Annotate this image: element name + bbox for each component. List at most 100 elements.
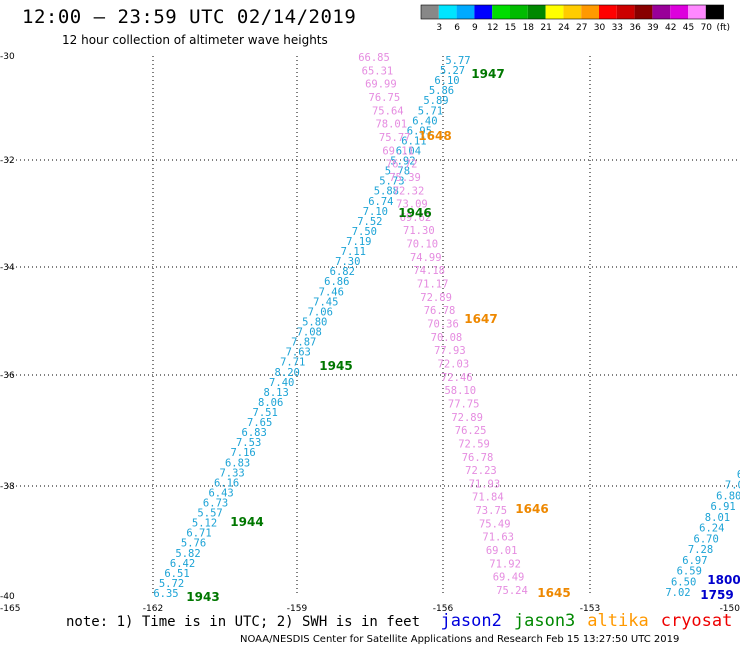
wave-height-value: 69.01 [486, 545, 518, 557]
pass-time-label: 1944 [230, 515, 263, 529]
longitude-label: -159 [287, 604, 308, 614]
legend-label: 12 [487, 23, 498, 33]
wave-height-value: 6.11 [401, 135, 426, 147]
wave-height-value: 7.45 [313, 296, 338, 308]
wave-height-value: 76.75 [369, 92, 401, 104]
pass-time-label: 1800 [707, 573, 740, 587]
wave-height-value: 76.72 [386, 159, 418, 171]
page-title: 12:00 — 23:59 UTC 02/14/2019 [22, 6, 357, 28]
wave-height-value: 7.50 [352, 226, 377, 238]
note-line: note: 1) Time is in UTC; 2) SWH is in fe… [66, 611, 740, 631]
longitude-label: -165 [0, 604, 20, 614]
legend-swatch [492, 5, 510, 19]
legend-label: 42 [665, 23, 676, 33]
wave-height-value: 7.06 [308, 306, 333, 318]
wave-height-value: 6.04 [396, 146, 421, 158]
legend-swatch [438, 5, 457, 19]
wave-height-value: 69.11 [382, 145, 414, 157]
legend-label: 18 [523, 23, 535, 33]
wave-height-value: 71.92 [489, 558, 521, 570]
latitude-label: -32 [0, 156, 15, 166]
legend-swatch [634, 5, 653, 19]
wave-height-value: 6.83 [225, 457, 250, 469]
wave-height-value: 7.87 [291, 337, 316, 349]
wave-height-value: 7.46 [319, 286, 344, 298]
pass-time-label: 1943 [186, 590, 219, 604]
pass-time-label: 1647 [464, 312, 497, 326]
wave-height-value: 6.70 [694, 533, 719, 545]
wave-height-value: 72.89 [451, 412, 483, 424]
legend-swatch [527, 5, 546, 19]
wave-height-value: 6.10 [434, 75, 459, 87]
wave-height-value: 71.63 [482, 532, 514, 544]
wave-height-value: 5.27 [440, 65, 465, 77]
wave-height-value: 66.85 [358, 52, 390, 64]
wave-height-value: 7.65 [247, 417, 272, 429]
wave-height-value: 6.97 [682, 555, 707, 567]
wave-height-value: 7.52 [357, 216, 382, 228]
wave-height-value: 77.93 [434, 345, 466, 357]
wave-height-value: 5.71 [418, 105, 443, 117]
wave-height-value: 6.80 [716, 490, 740, 502]
time-labels: 1947 1648 1946 1647 1945 1646 1944 1645 1943 1800… [186, 67, 740, 604]
wave-height-value: 72.89 [420, 292, 452, 304]
wave-height-value: 8.13 [264, 387, 289, 399]
wave-height-value: 58.10 [444, 385, 476, 397]
wave-height-value: 5.73 [379, 176, 404, 188]
pass-time-label: 1946 [398, 206, 431, 220]
wave-height-value: 75.77 [379, 132, 411, 144]
latitude-label: -40 [0, 592, 15, 602]
wave-height-value: 5.12 [192, 518, 217, 530]
wave-height-value: 75.64 [372, 105, 404, 117]
wave-height-value: 78.01 [375, 119, 407, 131]
satellite-key: jason2jason3altikacryosats3a [428, 611, 740, 631]
pass-time-label: 1945 [319, 359, 352, 373]
wave-height-value: 7.51 [253, 407, 278, 419]
wave-height-value: 7.10 [363, 206, 388, 218]
wave-height-value: 6.82 [330, 266, 355, 278]
wave-height-value: 73.09 [396, 199, 428, 211]
note-text: note: 1) Time is in UTC; 2) SWH is in fe… [66, 614, 421, 630]
wave-height-value: 5.89 [423, 95, 448, 107]
wave-height-value: 77.75 [448, 398, 480, 410]
wave-height-value: 72.59 [458, 438, 490, 450]
legend-swatch [563, 5, 582, 19]
wave-height-value: 6.24 [699, 523, 724, 535]
legend-swatch [688, 5, 706, 19]
legend-label: 3 [436, 23, 442, 33]
wave-height-value: 6.43 [208, 487, 233, 499]
satellite-name-altika: altika [587, 611, 649, 631]
color-legend: 3 6 9 12 15 18 21 24 27 30 33 36 39 42 45 70 (ft) [420, 4, 730, 33]
wave-height-value: 70.10 [406, 239, 438, 251]
wave-height-value: 7.0 [725, 480, 740, 492]
legend-swatch [652, 5, 671, 19]
wave-height-value: 5.92 [390, 156, 415, 168]
wave-height-value: 6.91 [710, 501, 735, 513]
longitude-label: -162 [143, 604, 163, 614]
legend-label: 21 [540, 23, 551, 33]
wave-height-value: 72.46 [441, 372, 473, 384]
wave-height-value: 6.42 [170, 558, 195, 570]
wave-height-value: 69.62 [400, 212, 432, 224]
wave-height-value: 7.28 [688, 544, 713, 556]
latitude-label: -36 [0, 371, 15, 381]
satellite-name-cryosat: cryosat [660, 611, 733, 631]
wave-height-value: 5.88 [374, 186, 399, 198]
pass-time-label: 1648 [418, 129, 451, 143]
pass-time-label: 1759 [700, 588, 733, 602]
wave-height-value: 71.84 [472, 492, 504, 504]
wave-height-value: 75.39 [389, 172, 421, 184]
longitude-label: -156 [433, 604, 454, 614]
legend-swatch [581, 5, 599, 19]
wave-height-value: 8.20 [275, 367, 300, 379]
wave-height-value: 71.30 [403, 225, 435, 237]
page-subtitle: 12 hour collection of altimeter wave hei… [62, 33, 328, 47]
wave-height-value: 76.25 [455, 425, 487, 437]
legend-swatch [545, 5, 564, 19]
legend-label: 9 [472, 23, 478, 33]
legend-label: 15 [505, 23, 516, 33]
latitude-label: -30 [0, 52, 15, 62]
wave-height-value: 74.18 [413, 265, 445, 277]
